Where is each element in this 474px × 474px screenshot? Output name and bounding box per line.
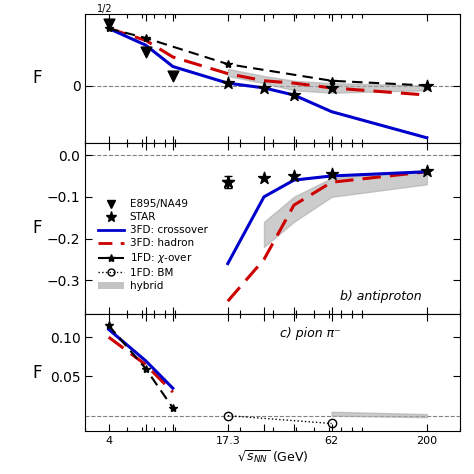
Point: [260, 174, 268, 182]
Point: [423, 82, 430, 89]
Point: [260, 84, 268, 91]
Point: [224, 79, 232, 87]
Point: [290, 91, 298, 99]
Point: [105, 20, 112, 27]
Point: [328, 84, 336, 91]
Point: [290, 172, 298, 180]
Text: c) pion π⁻: c) pion π⁻: [280, 327, 341, 340]
X-axis label: $\sqrt{s_{NN}}$ (GeV): $\sqrt{s_{NN}}$ (GeV): [237, 449, 309, 466]
Point: [328, 170, 336, 178]
Point: [142, 48, 149, 56]
Text: 1/2: 1/2: [97, 4, 112, 14]
Point: [423, 167, 430, 175]
Text: F: F: [32, 219, 41, 237]
Point: [224, 178, 232, 186]
Text: b) antiproton: b) antiproton: [340, 290, 421, 303]
Text: F: F: [32, 364, 41, 382]
Point: [169, 72, 177, 80]
Text: F: F: [32, 69, 41, 87]
Legend: E895/NA49, STAR, 3FD: crossover, 3FD: hadron, 1FD: $\chi$-over, 1FD: BM, hybrid: E895/NA49, STAR, 3FD: crossover, 3FD: ha…: [94, 195, 212, 295]
